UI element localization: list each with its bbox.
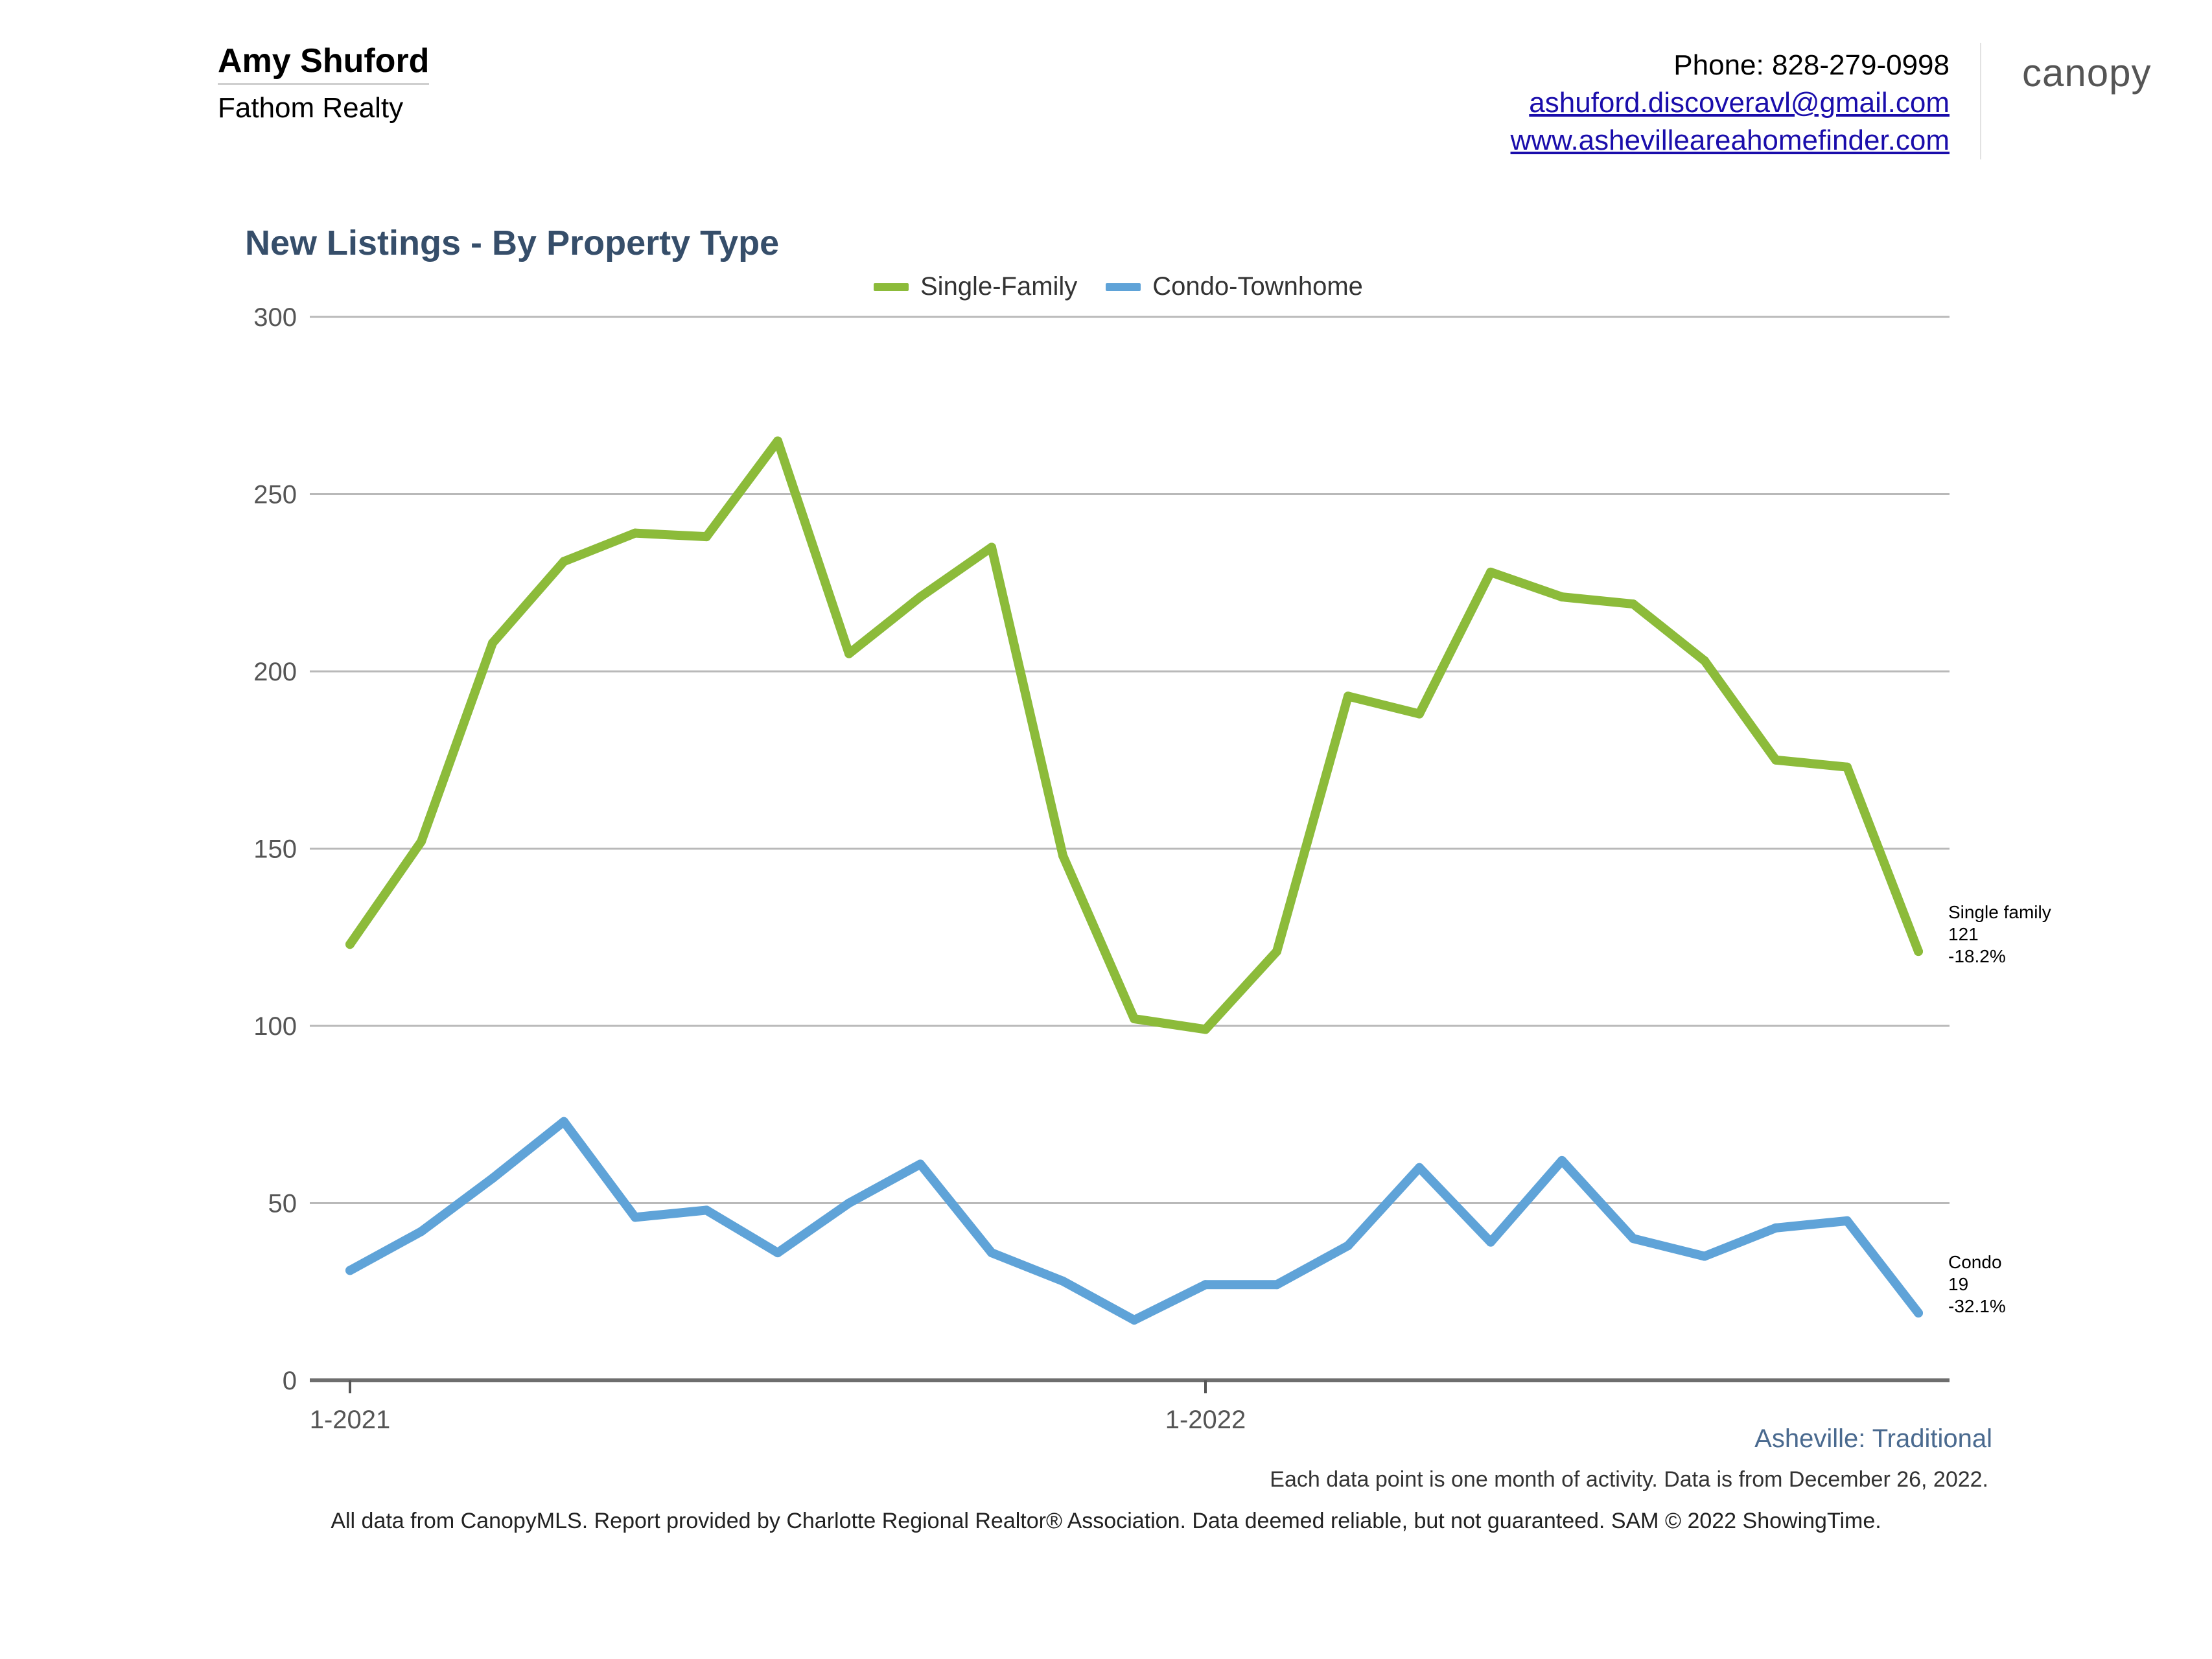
data-point <box>1557 592 1566 602</box>
data-note: Each data point is one month of activity… <box>1270 1467 1988 1492</box>
y-tick-label: 250 <box>253 481 297 509</box>
data-point <box>559 557 568 566</box>
data-point <box>1272 1280 1281 1290</box>
data-point <box>559 1117 568 1126</box>
legend-swatch-single-family <box>874 283 909 291</box>
contact-block: Phone: 828-279-0998 ashuford.discoveravl… <box>1511 47 1950 159</box>
data-point <box>631 1212 640 1222</box>
y-tick-label: 300 <box>253 303 297 332</box>
header-divider <box>1980 43 1981 159</box>
data-point <box>844 649 854 658</box>
canopy-logo: canopy <box>2022 51 2165 102</box>
data-point <box>1629 1234 1638 1244</box>
data-point <box>1415 709 1424 719</box>
legend-label-condo: Condo-Townhome <box>1152 272 1363 301</box>
x-tick-label: 1-2021 <box>310 1406 391 1434</box>
data-point <box>1700 1251 1709 1261</box>
data-point <box>773 436 782 446</box>
data-point <box>1130 1316 1139 1325</box>
data-point <box>417 1227 426 1236</box>
end-label-line: Condo <box>1948 1252 2002 1272</box>
data-point <box>1344 1241 1353 1251</box>
end-label-line: 19 <box>1948 1274 1968 1294</box>
logo-wordmark: canopy <box>2022 51 2152 95</box>
data-point <box>773 1248 782 1258</box>
data-point <box>1272 947 1281 957</box>
agent-name: Amy Shuford <box>218 41 430 85</box>
email-link[interactable]: ashuford.discoveravl@gmail.com <box>1529 87 1950 119</box>
data-point <box>1058 851 1067 861</box>
data-point <box>488 638 497 648</box>
data-point <box>488 1174 497 1183</box>
data-point <box>987 542 996 552</box>
data-point <box>1486 1237 1495 1247</box>
data-point <box>631 528 640 538</box>
legend-label-single-family: Single-Family <box>920 272 1078 301</box>
y-tick-label: 200 <box>253 658 297 686</box>
y-tick-label: 100 <box>253 1012 297 1041</box>
x-tick-label: 1-2022 <box>1165 1406 1246 1434</box>
disclaimer: All data from CanopyMLS. Report provided… <box>331 1509 1881 1533</box>
data-point <box>916 1159 925 1169</box>
data-point <box>1201 1025 1210 1034</box>
legend-item-condo: Condo-Townhome <box>1106 272 1363 301</box>
data-point <box>1843 762 1852 772</box>
end-label-line: 121 <box>1948 924 1979 944</box>
data-point <box>1130 1014 1139 1024</box>
data-point <box>1201 1280 1210 1290</box>
region-label: Asheville: Traditional <box>1754 1424 1992 1453</box>
data-point <box>844 1198 854 1208</box>
end-label-condo: Condo 19 -32.1% <box>1948 1252 2006 1316</box>
data-point <box>1629 599 1638 609</box>
data-point <box>702 532 711 542</box>
end-label-line: -18.2% <box>1948 946 2006 966</box>
agent-company: Fathom Realty <box>218 92 404 124</box>
data-point <box>1415 1163 1424 1172</box>
chart-title: New Listings - By Property Type <box>245 224 780 262</box>
end-label-line: Single family <box>1948 902 2051 922</box>
data-point <box>345 1266 355 1275</box>
data-point <box>1914 1308 1923 1318</box>
data-point <box>1700 656 1709 666</box>
data-point <box>1058 1276 1067 1286</box>
data-point <box>417 837 426 846</box>
data-point <box>1344 691 1353 701</box>
y-tick-label: 50 <box>268 1190 297 1218</box>
data-point <box>1771 1223 1780 1233</box>
legend-swatch-condo <box>1106 283 1141 291</box>
data-point <box>1771 755 1780 765</box>
legend-item-single-family: Single-Family <box>874 272 1077 301</box>
data-point <box>1843 1216 1852 1225</box>
data-point <box>1486 567 1495 577</box>
chart-legend: Single-Family Condo-Townhome <box>874 272 1391 301</box>
data-point <box>1914 947 1923 957</box>
data-point <box>916 592 925 602</box>
data-point <box>702 1205 711 1215</box>
data-point <box>345 940 355 949</box>
series-line-condo <box>345 1117 1923 1325</box>
phone-number: Phone: 828-279-0998 <box>1673 49 1950 81</box>
y-tick-label: 0 <box>283 1367 297 1395</box>
data-point <box>1557 1155 1566 1165</box>
data-point <box>987 1248 996 1258</box>
website-link[interactable]: www.ashevilleareahomefinder.com <box>1510 124 1950 156</box>
end-label-line: -32.1% <box>1948 1296 2006 1316</box>
y-tick-label: 150 <box>253 835 297 864</box>
end-label-single-family: Single family 121 -18.2% <box>1948 902 2051 966</box>
series-line-single-family <box>345 436 1923 1034</box>
